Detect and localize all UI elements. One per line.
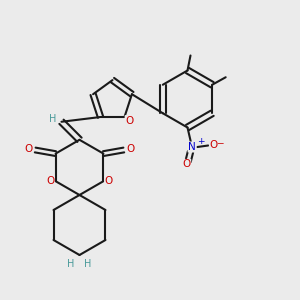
Text: −: − [216, 139, 223, 148]
Text: O: O [125, 116, 134, 126]
Text: O: O [209, 140, 218, 151]
Text: O: O [105, 176, 113, 186]
Text: O: O [46, 176, 54, 186]
Text: H: H [49, 114, 56, 124]
Text: O: O [25, 144, 33, 154]
Text: N: N [188, 142, 196, 152]
Text: O: O [126, 144, 134, 154]
Text: H: H [68, 259, 75, 269]
Text: H: H [84, 259, 92, 269]
Text: +: + [197, 137, 204, 146]
Text: O: O [182, 159, 191, 170]
